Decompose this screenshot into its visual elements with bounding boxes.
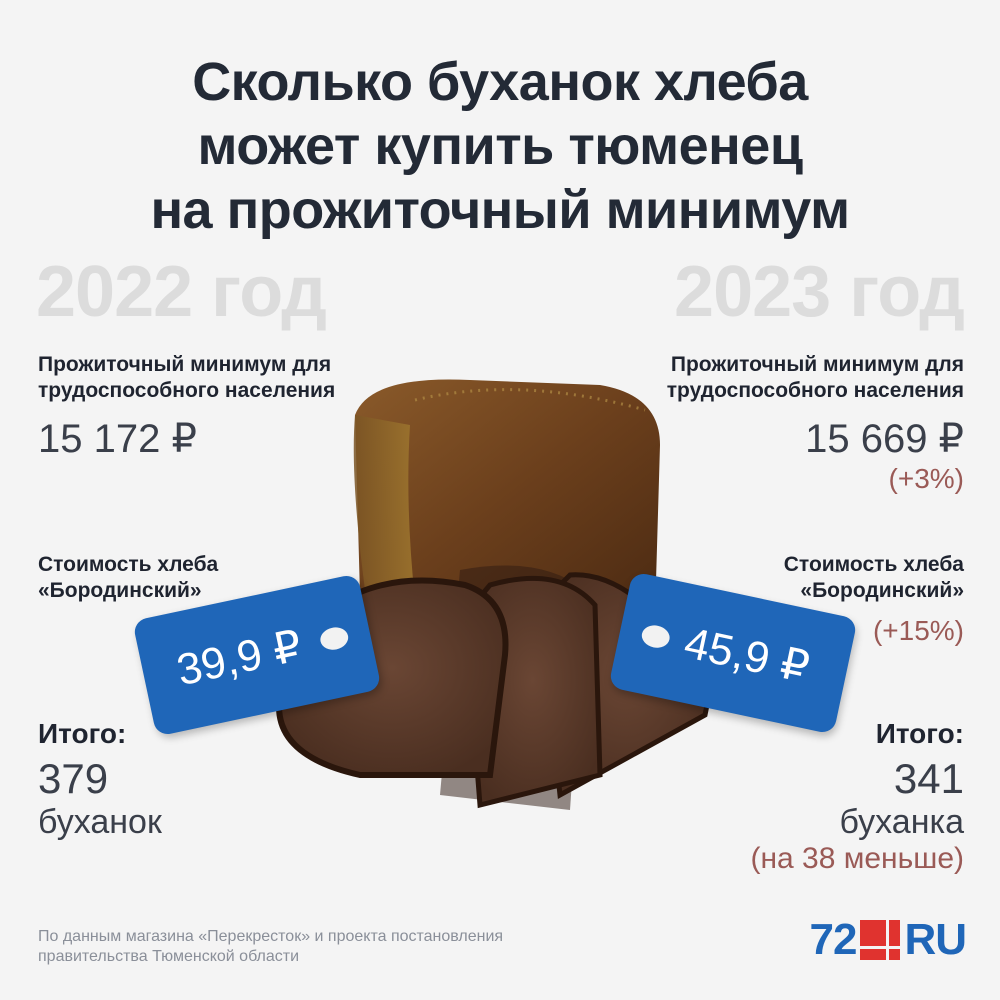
left-total-value: 379 [38, 755, 109, 802]
page-title: Сколько буханок хлеба может купить тюмен… [0, 50, 1000, 242]
left-total-word: буханок [38, 803, 162, 841]
right-total-value: 341 [893, 755, 964, 802]
logo-mark-icon [860, 920, 901, 960]
year-2022: 2022 год [36, 252, 327, 332]
title-line-3: на прожиточный минимум [150, 180, 850, 240]
price-2023: 45,9 ₽ [680, 618, 814, 693]
right-total-block: Итого: 341 буханка (на 38 меньше) [634, 718, 964, 876]
left-total-block: Итого: 379 буханок [38, 718, 368, 842]
right-bread-delta: (+15%) [872, 615, 964, 646]
left-bread-label-2: «Бородинский» [38, 579, 202, 602]
logo-text-ru: RU [904, 915, 967, 964]
left-min-label: Прожиточный минимум для трудоспособного … [38, 353, 336, 402]
left-min-value: 15 172 ₽ [38, 417, 197, 461]
title-line-1: Сколько буханок хлеба [192, 52, 808, 112]
right-min-label: Прожиточный минимум для трудоспособного … [666, 353, 964, 402]
source-note: По данным магазина «Перекресток» и проек… [38, 928, 504, 965]
right-bread-label-2: «Бородинский» [800, 579, 964, 602]
year-2023: 2023 год [674, 252, 965, 332]
right-bread-label-1: Стоимость хлеба [783, 553, 964, 576]
right-min-value: 15 669 ₽ [805, 417, 964, 461]
right-total-delta: (на 38 меньше) [750, 842, 964, 875]
left-min-block: Прожиточный минимум для трудоспособного … [38, 352, 368, 462]
price-2022: 39,9 ₽ [172, 621, 306, 696]
right-total-word: буханка [839, 803, 964, 841]
right-bread-block: Стоимость хлеба «Бородинский» (+15%) [634, 552, 964, 648]
logo-72ru: 72 RU [809, 915, 967, 964]
right-min-delta: (+3%) [888, 463, 964, 494]
right-min-block: Прожиточный минимум для трудоспособного … [634, 352, 964, 496]
left-total-label: Итого: [38, 718, 127, 749]
left-bread-label-1: Стоимость хлеба [38, 553, 219, 576]
left-bread-block: Стоимость хлеба «Бородинский» [38, 552, 368, 604]
title-line-2: может купить тюменец [197, 116, 803, 176]
right-total-label: Итого: [875, 718, 964, 749]
logo-text-72: 72 [809, 915, 857, 964]
